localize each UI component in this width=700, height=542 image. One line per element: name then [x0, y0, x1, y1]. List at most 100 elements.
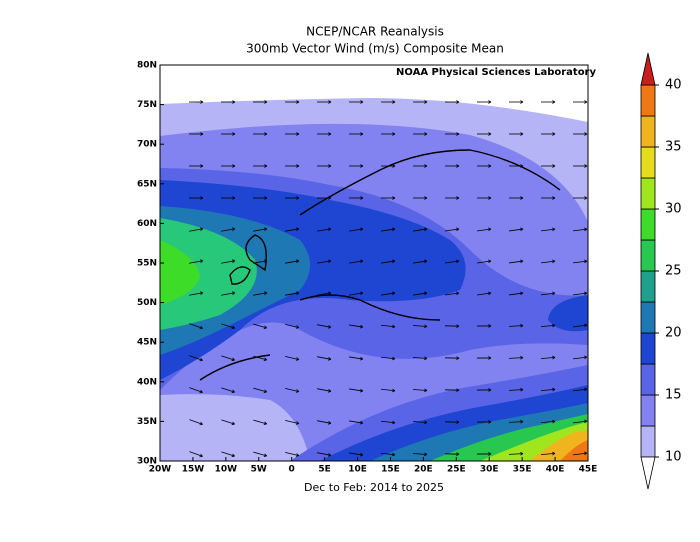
wind-arrow-head: [199, 325, 203, 330]
wind-arrow-head: [424, 388, 428, 393]
wind-arrow-head: [296, 196, 300, 200]
wind-arrow: [380, 356, 396, 360]
wind-arrow-head: [263, 389, 268, 393]
wind-arrow-head: [520, 196, 524, 200]
wind-arrow-head: [488, 356, 492, 360]
wind-arrow: [349, 260, 363, 264]
wind-arrow: [253, 228, 267, 232]
wind-arrow-head: [231, 259, 236, 263]
wind-arrow: [605, 261, 619, 263]
wind-arrow: [285, 388, 299, 392]
wind-arrow-head: [424, 164, 428, 168]
colorbar-tick-label: 30: [665, 202, 682, 217]
wind-arrow: [349, 292, 363, 296]
wind-arrow: [253, 451, 267, 457]
wind-arrow-head: [455, 259, 460, 264]
wind-arrow-head: [456, 196, 460, 200]
wind-arrow-head: [551, 291, 556, 296]
wind-arrow: [317, 388, 331, 392]
wind-arrow-head: [327, 259, 332, 264]
wind-arrow-head: [488, 388, 492, 392]
wind-arrow-head: [456, 132, 460, 136]
colorbar-band: [640, 425, 656, 458]
wind-arrow-head: [199, 357, 203, 362]
wind-arrow-head: [359, 324, 364, 329]
wind-arrow: [541, 260, 555, 264]
wind-arrow-head: [519, 259, 524, 264]
wind-arrow-head: [328, 164, 332, 168]
wind-arrow-head: [551, 227, 556, 232]
x-tick-label: 45E: [579, 465, 598, 475]
wind-arrow-head: [359, 227, 364, 232]
wind-arrow-head: [231, 421, 235, 426]
wind-arrow-head: [552, 323, 556, 328]
x-axis-label: Dec to Feb: 2014 to 2025: [304, 481, 444, 494]
colorbar-tick-label: 35: [665, 140, 682, 155]
wind-arrow-head: [552, 100, 556, 104]
wind-arrow-head: [552, 132, 556, 136]
wind-arrow-head: [583, 419, 588, 424]
wind-arrow-head: [520, 164, 524, 168]
wind-arrow-head: [263, 421, 268, 425]
wind-arrow-head: [263, 325, 268, 329]
colorbar-band: [640, 239, 656, 272]
wind-arrow-head: [359, 388, 364, 393]
wind-arrow-head: [488, 452, 492, 456]
x-tick-label: 10E: [348, 465, 367, 475]
wind-arrow: [508, 325, 524, 327]
wind-arrow-head: [616, 228, 619, 231]
wind-arrow-head: [583, 387, 588, 392]
wind-arrow-head: [552, 419, 556, 424]
y-tick-label: 50N: [137, 298, 157, 308]
wind-arrow-head: [200, 132, 204, 136]
wind-arrow-head: [424, 132, 428, 136]
wind-arrow: [605, 421, 619, 423]
wind-arrow-head: [552, 196, 556, 200]
wind-arrow: [573, 452, 587, 456]
wind-arrow-head: [199, 227, 204, 231]
wind-arrow-head: [327, 357, 332, 361]
wind-arrow-head: [295, 325, 300, 329]
wind-arrow-head: [488, 164, 492, 168]
wind-arrow-head: [455, 291, 460, 296]
wind-arrow: [541, 228, 555, 232]
wind-arrow: [477, 292, 491, 296]
wind-arrow: [317, 420, 331, 424]
wind-arrow: [573, 356, 587, 360]
wind-arrow-head: [296, 132, 300, 136]
wind-arrow-head: [231, 389, 235, 394]
wind-arrow: [317, 356, 331, 360]
wind-arrow: [189, 260, 203, 264]
wind-arrow: [605, 293, 619, 295]
wind-arrow: [412, 453, 428, 455]
wind-arrow: [285, 228, 299, 232]
title: NCEP/NCAR Reanalysis: [306, 25, 444, 39]
wind-arrow-head: [520, 387, 524, 392]
colorbar-band: [640, 115, 656, 148]
wind-arrow-head: [584, 291, 588, 296]
colorbar-tick-label: 20: [665, 326, 682, 341]
wind-arrow: [445, 228, 459, 232]
wind-arrow-head: [392, 100, 396, 104]
wind-arrow-head: [424, 356, 428, 361]
wind-arrow-head: [232, 132, 236, 136]
wind-arrow-head: [231, 453, 235, 458]
colorbar: 10 15 20 25 30 35 40: [640, 52, 682, 490]
wind-arrow-head: [616, 260, 619, 263]
wind-arrow: [605, 357, 619, 359]
colorbar-band: [640, 301, 656, 334]
wind-arrow: [573, 260, 587, 264]
wind-arrow-head: [296, 100, 300, 104]
y-tick-label: 30N: [137, 457, 157, 467]
wind-arrow-head: [488, 420, 492, 424]
x-tick-label: 20E: [414, 465, 433, 475]
colorbar-band: [640, 208, 656, 241]
wind-arrow-head: [488, 100, 492, 104]
colorbar-band: [640, 332, 656, 365]
wind-arrow: [221, 260, 235, 264]
coastline: [199, 149, 561, 381]
wind-arrow-head: [392, 324, 396, 329]
x-tick-label: 20W: [149, 465, 172, 475]
wind-arrow-head: [295, 389, 300, 393]
wind-arrow: [349, 228, 363, 232]
